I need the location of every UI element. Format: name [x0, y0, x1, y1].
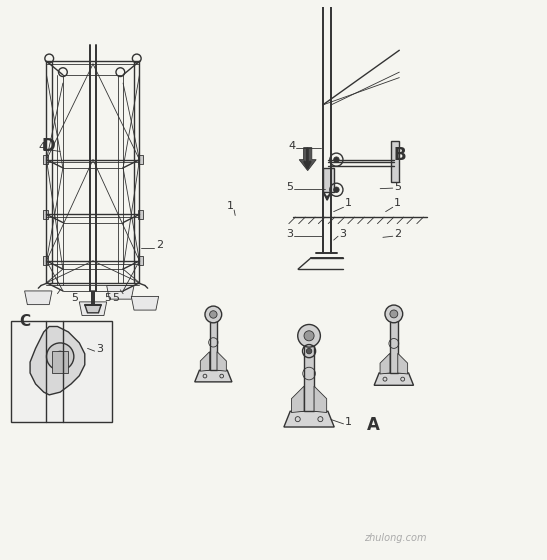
Circle shape	[304, 331, 314, 341]
Text: D: D	[41, 137, 55, 156]
Bar	[391, 141, 399, 181]
Text: 1: 1	[227, 201, 234, 211]
Circle shape	[334, 187, 339, 193]
Polygon shape	[30, 326, 85, 395]
Circle shape	[205, 306, 222, 323]
Polygon shape	[25, 291, 52, 305]
Polygon shape	[79, 302, 107, 315]
Circle shape	[334, 157, 339, 162]
Bar	[390, 314, 398, 373]
Polygon shape	[200, 352, 210, 371]
Text: 4: 4	[289, 141, 296, 151]
Polygon shape	[314, 386, 327, 413]
Bar	[138, 256, 143, 265]
Bar	[138, 210, 143, 219]
Text: 1: 1	[345, 198, 352, 208]
Text: 3: 3	[287, 230, 294, 239]
Text: 1: 1	[345, 417, 352, 427]
Text: C: C	[19, 315, 30, 329]
Polygon shape	[107, 286, 134, 299]
Text: zhulong.com: zhulong.com	[364, 533, 427, 543]
Polygon shape	[299, 148, 316, 171]
Text: 5: 5	[71, 293, 78, 303]
Polygon shape	[85, 305, 101, 313]
Text: 3: 3	[339, 230, 346, 239]
Polygon shape	[195, 370, 232, 382]
Circle shape	[55, 351, 66, 362]
Bar	[43, 155, 48, 164]
Circle shape	[306, 348, 312, 354]
Bar	[43, 210, 48, 219]
Polygon shape	[217, 352, 226, 371]
Circle shape	[390, 310, 398, 318]
Bar	[304, 336, 314, 411]
Bar	[323, 168, 334, 193]
Polygon shape	[398, 353, 408, 374]
Polygon shape	[374, 373, 414, 385]
Bar	[11, 321, 112, 422]
Circle shape	[385, 305, 403, 323]
Bar	[138, 155, 143, 164]
Text: 2: 2	[394, 230, 401, 239]
Text: 5: 5	[394, 182, 401, 192]
Text: 2: 2	[156, 240, 163, 250]
Bar	[43, 256, 48, 265]
Polygon shape	[131, 296, 159, 310]
Circle shape	[210, 311, 217, 318]
Text: 5: 5	[112, 293, 119, 303]
Bar	[210, 315, 217, 370]
Text: A: A	[366, 417, 380, 435]
Text: 3: 3	[96, 344, 103, 354]
Polygon shape	[292, 386, 304, 413]
Polygon shape	[284, 411, 334, 427]
Circle shape	[298, 324, 321, 347]
Polygon shape	[380, 353, 390, 374]
Text: B: B	[394, 146, 406, 164]
Text: 4: 4	[38, 142, 45, 152]
Bar	[52, 351, 68, 373]
Text: 5: 5	[287, 182, 294, 192]
Text: 5: 5	[104, 293, 111, 303]
Circle shape	[46, 343, 74, 370]
Text: 1: 1	[394, 198, 401, 208]
